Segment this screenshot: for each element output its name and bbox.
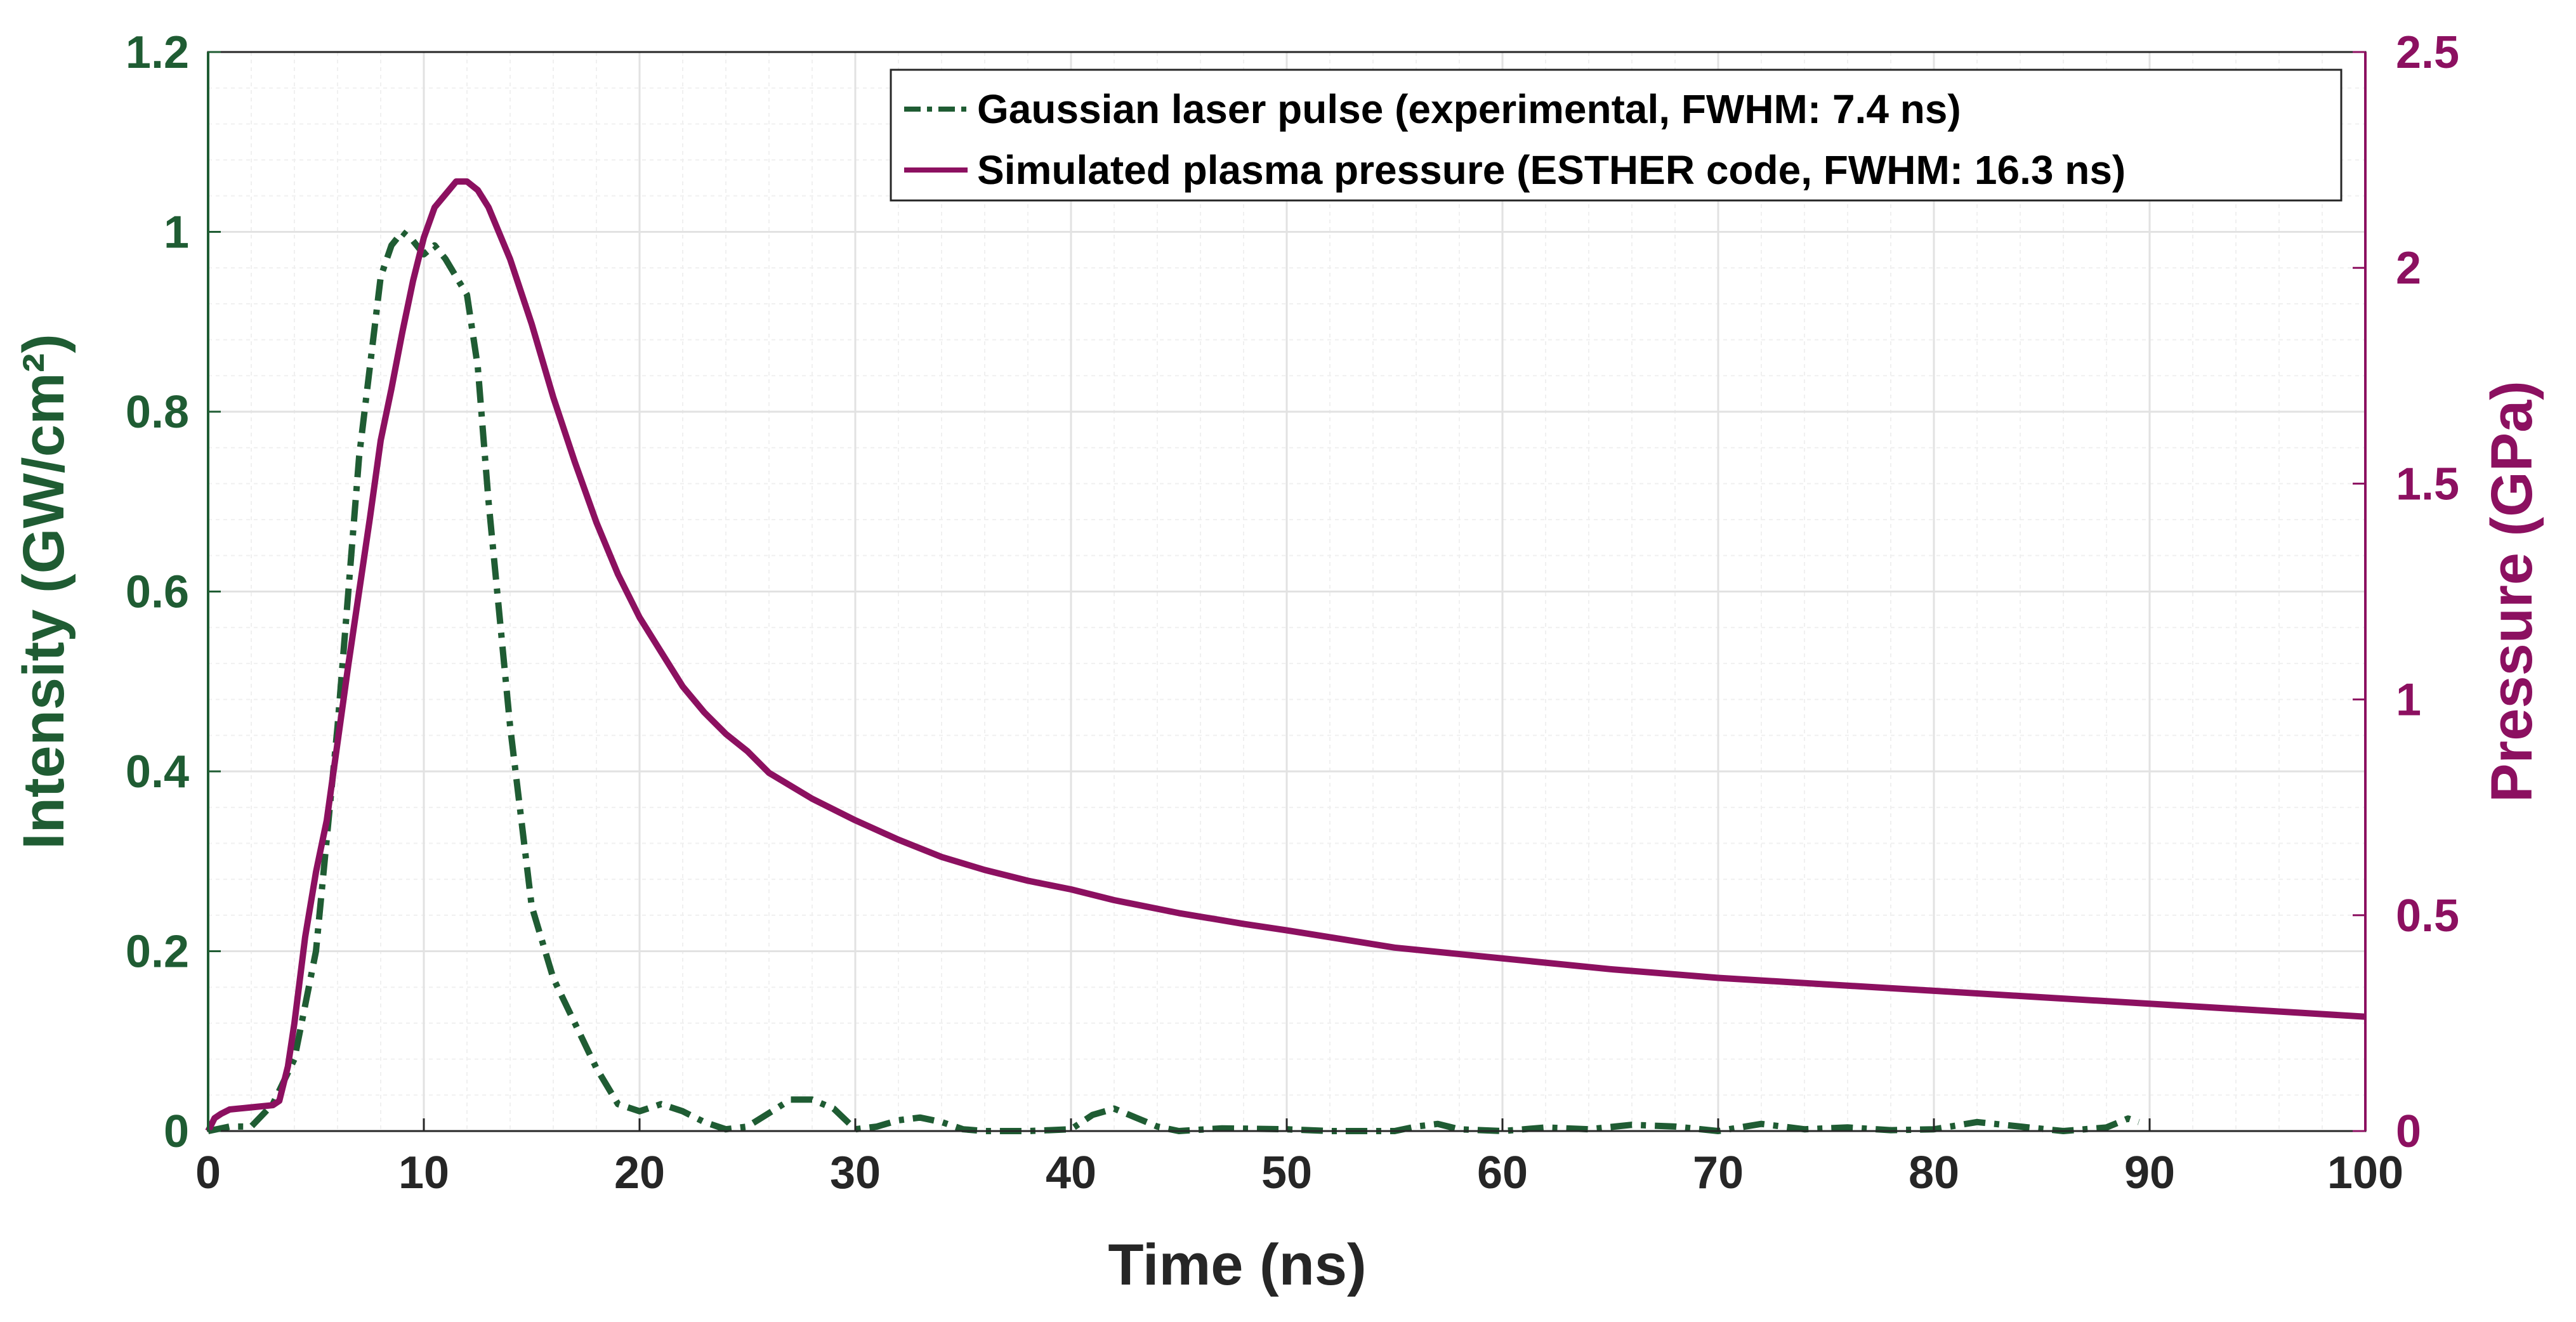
legend-label-pressure: Simulated plasma pressure (ESTHER code, … (977, 147, 2126, 193)
legend: Gaussian laser pulse (experimental, FWHM… (890, 69, 2343, 202)
right-y-tick-label: 0.5 (2396, 891, 2459, 941)
left-y-tick-label: 0 (164, 1106, 189, 1157)
right-y-axis-title: Pressure (GPa) (2480, 381, 2544, 802)
series-layer (205, 178, 2366, 1134)
x-tick-label: 0 (195, 1148, 221, 1198)
x-tick-label: 100 (2327, 1148, 2403, 1198)
left-y-tick-label: 0.8 (126, 387, 189, 438)
x-tick-label: 10 (398, 1148, 449, 1198)
left-y-tick-label: 0.6 (126, 567, 189, 618)
right-y-tick-label: 1 (2396, 675, 2421, 726)
x-tick-label: 30 (830, 1148, 881, 1198)
legend-box (890, 69, 2343, 202)
axes-layer: 0 10 20 30 40 50 60 70 80 90 10000.20.40.60.811.20… (126, 27, 2459, 1198)
left-y-axis-title: Intensity (GW/cm²) (11, 334, 76, 849)
intensity-series-line (207, 228, 2140, 1134)
right-y-tick-label: 2 (2396, 243, 2421, 294)
right-y-tick-label: 1.5 (2396, 459, 2459, 509)
x-tick-label: 80 (1909, 1148, 1959, 1198)
x-axis-title: Time (ns) (1108, 1233, 1366, 1297)
left-y-tick-label: 0.4 (126, 747, 189, 797)
left-y-tick-label: 1 (164, 207, 189, 258)
right-y-tick-label: 2.5 (2396, 27, 2459, 78)
right-y-tick-label: 0 (2396, 1106, 2421, 1157)
left-y-tick-label: 0.2 (126, 927, 189, 978)
x-tick-label: 40 (1046, 1148, 1096, 1198)
x-tick-label: 60 (1477, 1148, 1528, 1198)
x-tick-label: 20 (614, 1148, 665, 1198)
x-tick-label: 70 (1693, 1148, 1744, 1198)
legend-label-intensity: Gaussian laser pulse (experimental, FWHM… (977, 86, 1961, 132)
left-y-tick-label: 1.2 (126, 27, 189, 78)
x-tick-label: 50 (1261, 1148, 1312, 1198)
x-tick-label: 90 (2124, 1148, 2175, 1198)
pressure-series-line (205, 178, 2366, 1133)
